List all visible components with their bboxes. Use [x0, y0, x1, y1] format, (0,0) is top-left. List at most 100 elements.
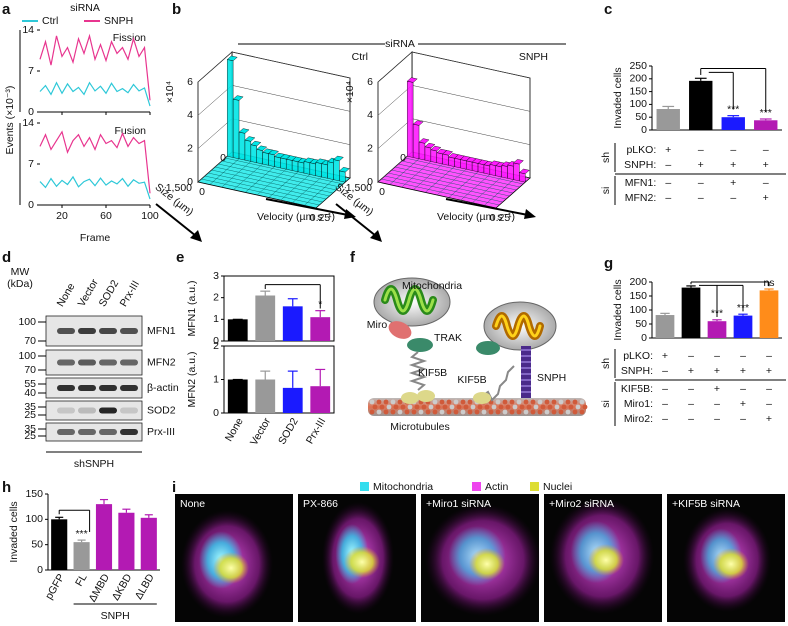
tubulin: [404, 409, 410, 415]
lane-label: Prx-III: [118, 279, 142, 309]
bar-face: [495, 165, 502, 178]
y-tick-label: 0: [641, 332, 647, 344]
arrow-head: [190, 230, 202, 242]
table-cell: –: [662, 398, 668, 410]
grid-line: [197, 51, 233, 83]
table-cell: –: [698, 177, 704, 189]
error-bar: [315, 310, 326, 318]
histogram-bar: [418, 138, 430, 161]
tubulin: [530, 409, 536, 415]
blot-band: [57, 359, 75, 366]
legend-label: Nuclei: [543, 481, 572, 493]
mw-marker: 40: [24, 387, 36, 399]
bar-face: [238, 131, 246, 161]
bar-face: [418, 141, 426, 161]
tubulin: [428, 404, 434, 410]
row-label: Miro1:: [624, 398, 653, 410]
velocity-arrow: [445, 198, 529, 216]
diagram-label: Mitochondria: [402, 280, 462, 292]
grid-line: [197, 118, 233, 149]
histogram-bar: [338, 167, 350, 183]
legend-title: siRNA: [70, 2, 100, 14]
z-tick-label: 0: [367, 176, 373, 188]
floor-grid: [292, 172, 327, 203]
floor-grid: [304, 175, 339, 206]
bar-face: [442, 153, 449, 166]
table-cell: –: [698, 192, 704, 204]
row-label: MFN2:: [625, 192, 657, 204]
histogram-bar: [274, 152, 285, 169]
tubulin: [572, 409, 578, 415]
tubulin: [453, 409, 459, 415]
histogram-bar: [430, 145, 442, 163]
tubulin: [547, 404, 553, 410]
panel-label: b: [172, 1, 181, 18]
histogram-bar: [279, 154, 291, 170]
tubulin: [376, 399, 382, 405]
velocity-tick-label: 0.25: [310, 212, 331, 224]
tubulin: [537, 409, 543, 415]
bar: [255, 295, 276, 341]
tubulin: [442, 404, 448, 410]
tubulin: [579, 409, 585, 415]
tubulin: [467, 399, 473, 405]
legend-label: Ctrl: [42, 15, 58, 27]
histogram-bar: [309, 158, 321, 176]
error-bar: [738, 313, 748, 316]
table-cell: –: [740, 383, 746, 395]
panel-label: g: [604, 255, 613, 272]
tubulin: [516, 409, 522, 415]
table-cell: –: [766, 350, 772, 362]
image-label: +KIF5B siRNA: [672, 498, 740, 510]
error-bar: [260, 290, 271, 296]
table-cell: +: [766, 413, 772, 425]
tubulin: [551, 409, 557, 415]
tubulin: [523, 399, 529, 405]
bar-face: [412, 123, 420, 160]
floor-grid: [394, 166, 514, 194]
y-axis-label: Invaded cells: [612, 279, 624, 340]
table-cell: +: [688, 365, 694, 377]
mw-label: MW: [11, 266, 30, 278]
bar-face: [232, 98, 240, 160]
tubulin: [551, 399, 557, 405]
z-tick-label: 2: [187, 142, 193, 154]
bar-face: [315, 162, 322, 178]
bar: [255, 379, 276, 413]
y-tick-label: 7: [28, 158, 34, 170]
y-tick-label: 50: [31, 538, 43, 550]
mw-marker: 25: [24, 409, 36, 421]
velocity-tick-label: 0.25: [490, 212, 511, 224]
tubulin: [432, 399, 438, 405]
miro: [388, 321, 412, 339]
group-label: shSNPH: [74, 458, 114, 470]
diagram-label: KIF5B: [457, 374, 486, 386]
tubulin: [516, 399, 522, 405]
error-bar: [55, 516, 64, 520]
tubulin: [432, 409, 438, 415]
floor-grid: [384, 175, 503, 203]
table-cell: +: [662, 350, 668, 362]
diagram-label: Microtubules: [390, 421, 450, 433]
blot-band: [99, 328, 117, 334]
tubulin: [383, 409, 389, 415]
series-line: [39, 81, 151, 107]
error-bar: [727, 115, 740, 118]
tubulin: [369, 399, 375, 405]
blot-band: [78, 328, 96, 334]
nucleus-signal: [713, 548, 749, 580]
mw-marker: 100: [18, 350, 36, 362]
y-tick-label: 200: [629, 73, 647, 85]
y-tick-label: 0: [37, 564, 43, 576]
tubulin: [495, 399, 501, 405]
plot-title: SNPH: [519, 51, 548, 63]
tubulin: [446, 399, 452, 405]
tubulin: [481, 409, 487, 415]
tubulin: [505, 404, 511, 410]
tubulin: [537, 399, 543, 405]
error-bar: [99, 498, 109, 505]
value-annotation: ***: [760, 107, 772, 119]
tubulin: [407, 404, 413, 410]
tubulin: [484, 404, 490, 410]
